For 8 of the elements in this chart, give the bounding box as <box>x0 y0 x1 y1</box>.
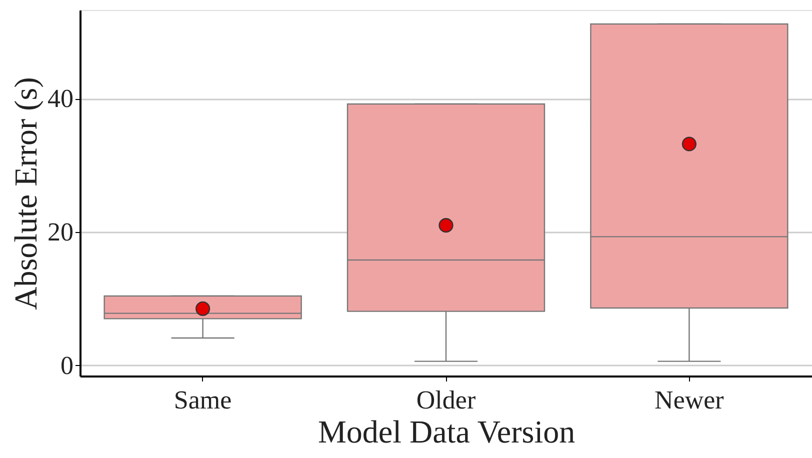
y-tick-label: 40 <box>48 84 74 114</box>
x-axis-title: Model Data Version <box>318 414 576 450</box>
y-axis-title: Absolute Error (s) <box>8 77 44 310</box>
x-tick-label: Older <box>416 386 476 414</box>
y-tick-label: 0 <box>60 350 74 380</box>
y-tick-label: 20 <box>48 218 74 246</box>
x-tick-label: Newer <box>654 386 724 414</box>
x-tick-label: Same <box>174 386 232 414</box>
